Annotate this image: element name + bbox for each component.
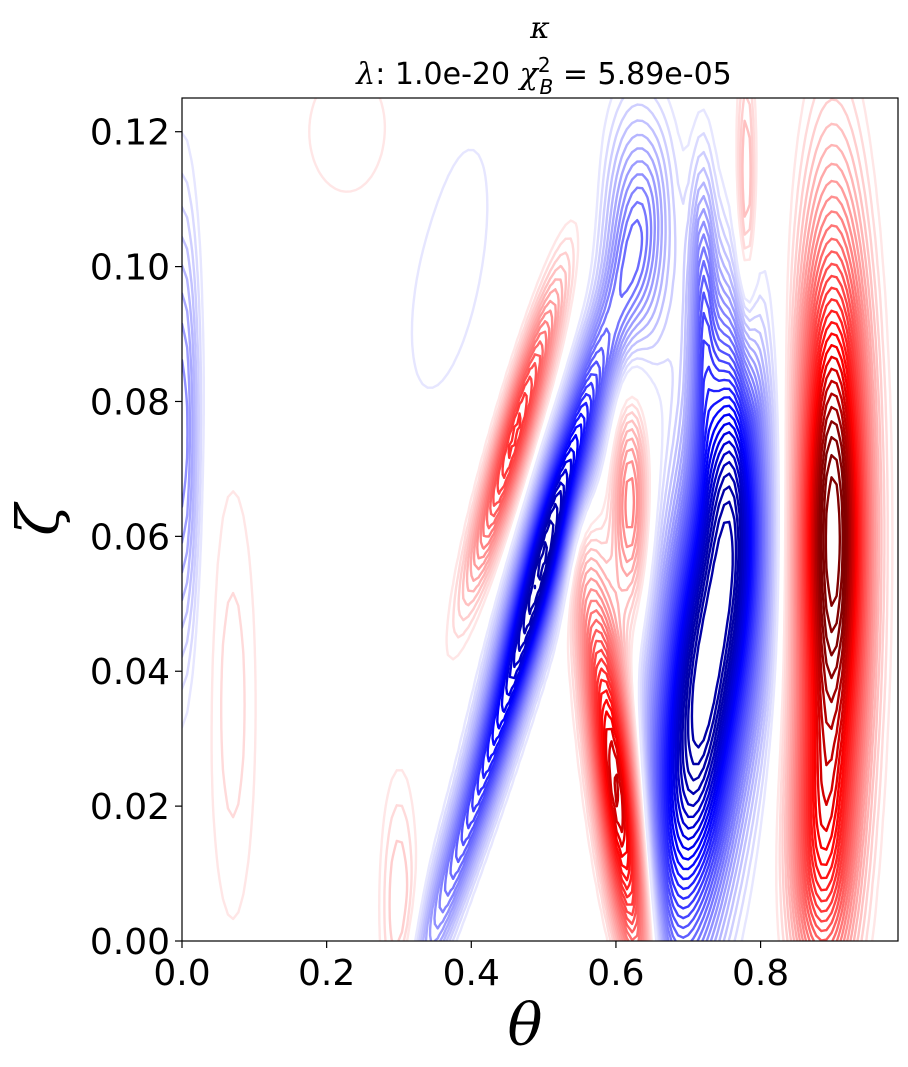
x-tick-label: 0.8 [732, 953, 789, 994]
contour-level-positive [465, 143, 881, 941]
contour-level-negative [522, 472, 742, 795]
contour-level-positive [599, 321, 860, 882]
chart-title-line2: λ: 1.0e-20 χ2 B = 5.89e-05 [355, 53, 732, 99]
y-tick-label: 0.04 [90, 652, 170, 693]
y-tick-label: 0.08 [90, 382, 170, 423]
plot-frame [181, 97, 899, 942]
contour-level-positive [507, 298, 863, 903]
contour-level-negative [182, 98, 780, 941]
contour-level-positive [600, 332, 858, 871]
y-tick-label: 0.06 [90, 517, 170, 558]
y-axis-ticks: 0.00 0.02 0.04 0.06 0.08 0.10 0.12 [90, 113, 182, 963]
contour-level-negative [533, 500, 738, 766]
title-chi-value: = 5.89e-05 [553, 57, 731, 92]
contour-level-positive [603, 344, 857, 858]
y-axis-label: ζ [4, 501, 72, 536]
contour-level-negative [690, 520, 734, 749]
title-chi-superscript: 2 [538, 53, 551, 77]
contour-level-negative [182, 103, 777, 941]
contour-level-negative [182, 160, 771, 941]
contour-level-positive [820, 436, 846, 657]
contour-level-positive [824, 476, 841, 607]
contour-level-positive [492, 262, 867, 933]
y-tick-label: 0.00 [90, 922, 170, 963]
x-tick-label: 0.4 [443, 953, 500, 994]
contour-level-positive [608, 367, 854, 834]
contour-level-positive [613, 379, 853, 808]
x-tick-label: 0.2 [298, 953, 355, 994]
contour-level-positive [818, 420, 848, 680]
y-tick-label: 0.10 [90, 248, 170, 289]
x-axis-ticks: 0.0 0.2 0.4 0.6 0.8 [153, 941, 789, 994]
x-axis-label: θ [508, 991, 543, 1059]
title-chi-subscript: B [540, 75, 554, 99]
contour-level-positive [822, 454, 844, 634]
chart-title-line1: κ [529, 11, 550, 46]
title-lambda-symbol: λ [355, 57, 375, 92]
title-chi-symbol: χ [518, 57, 540, 92]
x-tick-label: 0.6 [587, 953, 644, 994]
contour-lines [182, 98, 894, 941]
title-lambda-value: : 1.0e-20 [375, 57, 519, 92]
contour-level-positive [489, 250, 868, 941]
y-tick-label: 0.12 [90, 113, 170, 154]
contour-level-positive [604, 355, 856, 848]
contour-level-positive [815, 392, 851, 730]
contour-level-positive [816, 405, 850, 704]
contour-level-positive [210, 98, 894, 941]
y-tick-label: 0.02 [90, 787, 170, 828]
contour-level-negative [527, 485, 740, 782]
x-tick-label: 0.0 [153, 953, 210, 994]
